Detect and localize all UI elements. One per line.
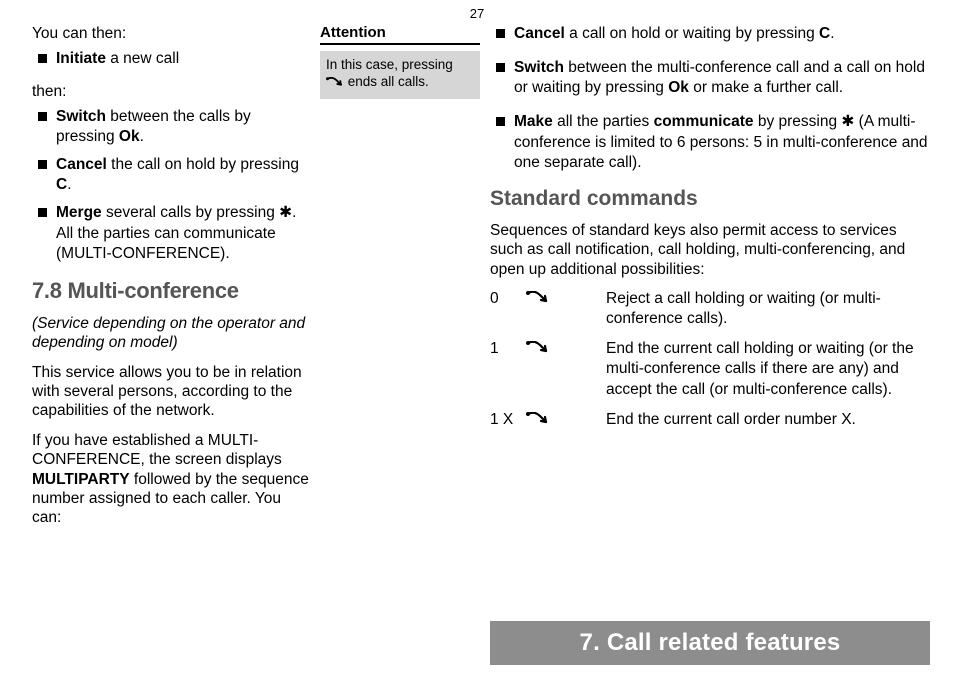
attention-text-before: In this case, pressing <box>326 57 453 72</box>
call-icon <box>526 289 606 329</box>
intro-text-2: then: <box>32 82 312 101</box>
intro-text-1: You can then: <box>32 24 312 43</box>
attention-text-after: ends all calls. <box>344 74 429 89</box>
chapter-title: 7. Call related features <box>580 629 841 657</box>
command-key: 0 <box>490 289 526 329</box>
list-item: Cancel a call on hold or waiting by pres… <box>490 24 930 44</box>
bullet-list-1: Initiate a new call <box>32 49 312 69</box>
list-item: Cancel the call on hold by pressing C. <box>32 155 312 195</box>
commands-table: 0 Reject a call holding or waiting (or m… <box>490 289 930 430</box>
section-heading-multi-conference: 7.8 Multi-conference <box>32 278 312 304</box>
page-number: 27 <box>470 6 484 21</box>
command-key: 1 X <box>490 410 526 430</box>
column-middle: Attention In this case, pressing ends al… <box>320 24 480 99</box>
command-row: 0 Reject a call holding or waiting (or m… <box>490 289 930 329</box>
list-item: Initiate a new call <box>32 49 312 69</box>
column-left: You can then: Initiate a new call then: … <box>32 24 312 538</box>
list-item: Make all the parties communicate by pres… <box>490 112 930 172</box>
phone-icon <box>326 74 344 89</box>
attention-box: In this case, pressing ends all calls. <box>320 51 480 99</box>
call-icon <box>526 339 606 399</box>
section-heading-standard-commands: Standard commands <box>490 187 930 211</box>
command-desc: End the current call holding or waiting … <box>606 339 930 399</box>
command-row: 1 End the current call holding or waitin… <box>490 339 930 399</box>
attention-heading: Attention <box>320 24 480 45</box>
call-icon <box>526 410 606 430</box>
paragraph: If you have established a MULTI-CONFEREN… <box>32 431 312 528</box>
command-desc: Reject a call holding or waiting (or mul… <box>606 289 930 329</box>
paragraph: This service allows you to be in relatio… <box>32 363 312 421</box>
chapter-banner: 7. Call related features <box>490 621 930 665</box>
command-row: 1 X End the current call order number X. <box>490 410 930 430</box>
paragraph: Sequences of standard keys also permit a… <box>490 221 930 279</box>
bullet-list-2: Switch between the calls by pressing Ok.… <box>32 107 312 264</box>
list-item: Switch between the multi-conference call… <box>490 58 930 98</box>
list-item: Switch between the calls by pressing Ok. <box>32 107 312 147</box>
command-desc: End the current call order number X. <box>606 410 930 430</box>
column-right: Cancel a call on hold or waiting by pres… <box>490 24 930 440</box>
italic-note: (Service depending on the operator and d… <box>32 314 312 353</box>
command-key: 1 <box>490 339 526 399</box>
list-item: Merge several calls by pressing ✱. All t… <box>32 203 312 263</box>
bullet-list-3: Cancel a call on hold or waiting by pres… <box>490 24 930 173</box>
